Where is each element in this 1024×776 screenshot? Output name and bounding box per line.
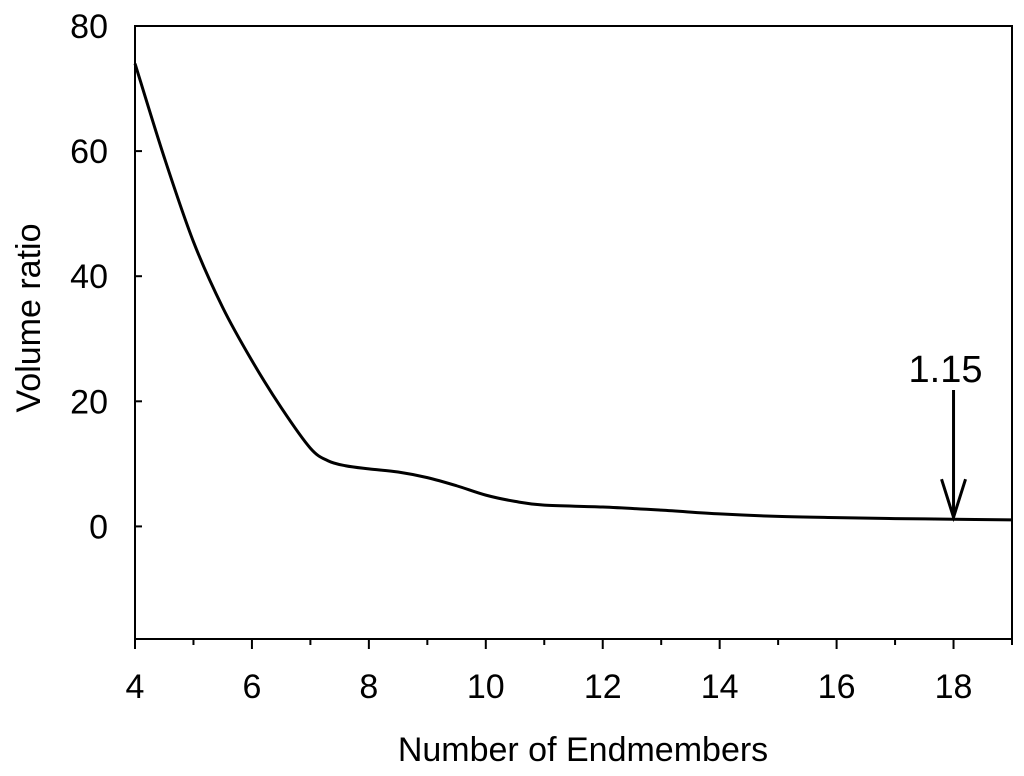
- y-tick-label: 40: [70, 258, 108, 296]
- y-axis-title: Volume ratio: [10, 224, 48, 413]
- annotation-label: 1.15: [909, 349, 983, 391]
- x-tick-label: 14: [701, 668, 739, 706]
- x-axis-ticks: 4 6 8 10 12 14 16 18: [126, 639, 1013, 706]
- x-tick-label: 18: [935, 668, 973, 706]
- y-tick-label: 20: [70, 383, 108, 421]
- y-tick-label: 60: [70, 133, 108, 171]
- x-tick-label: 16: [818, 668, 856, 706]
- series-line: [133, 63, 1013, 522]
- plot-frame: [134, 25, 1013, 640]
- x-axis-title: Number of Endmembers: [398, 731, 768, 769]
- y-tick-label: 80: [70, 8, 108, 46]
- x-tick-label: 10: [467, 668, 505, 706]
- annotation-arrow-head: [940, 478, 967, 523]
- y-axis-ticks: 0 20 40 60 80: [70, 8, 142, 546]
- y-tick-label: 0: [89, 508, 108, 546]
- annotation-group: 1.15: [909, 349, 983, 523]
- x-tick-label: 8: [359, 668, 378, 706]
- series-group: [133, 63, 1013, 522]
- x-tick-label: 12: [584, 668, 622, 706]
- x-tick-label: 4: [126, 668, 145, 706]
- x-tick-label: 6: [242, 668, 261, 706]
